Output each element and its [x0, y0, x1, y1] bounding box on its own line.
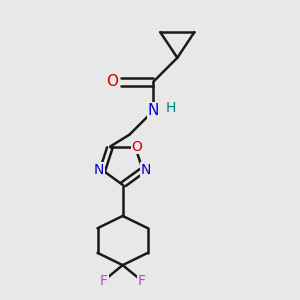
Text: N: N: [141, 163, 152, 177]
Text: H: H: [166, 101, 176, 115]
Text: N: N: [148, 103, 159, 118]
Text: N: N: [94, 163, 104, 177]
Text: O: O: [131, 140, 142, 154]
Text: O: O: [106, 74, 119, 89]
Text: F: F: [100, 274, 108, 287]
Text: F: F: [137, 274, 146, 287]
